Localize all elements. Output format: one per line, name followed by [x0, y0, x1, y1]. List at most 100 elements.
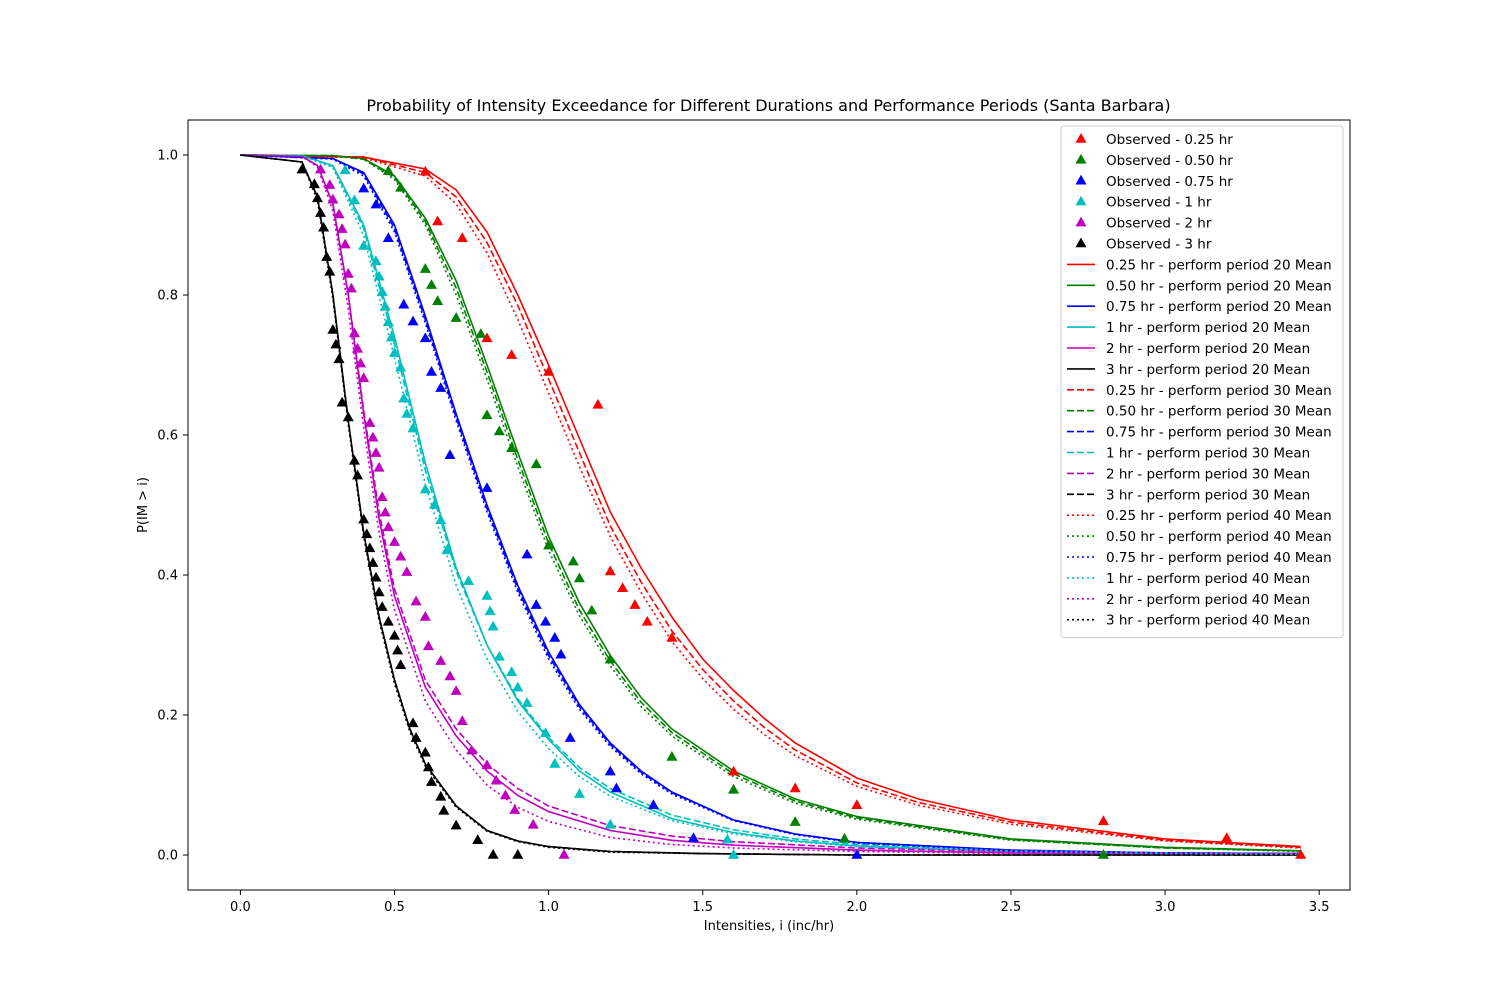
- observed-point-2-hr: [395, 550, 407, 561]
- observed-point-2-hr: [379, 506, 391, 517]
- observed-point-0-75-hr: [382, 232, 394, 243]
- observed-point-3-hr: [321, 251, 333, 261]
- legend-label: Observed - 0.75 hr: [1106, 174, 1233, 190]
- legend-label: 0.50 hr - perform period 20 Mean: [1106, 278, 1332, 294]
- observed-point-0-75-hr: [407, 315, 419, 326]
- observed-point-3-hr: [373, 586, 385, 597]
- observed-point-2-hr: [364, 417, 376, 427]
- observed-point-0-50-hr: [481, 409, 493, 420]
- observed-point-1-hr: [358, 240, 370, 250]
- observed-point-3-hr: [435, 790, 447, 801]
- series-line-1-hr-perform-period-40-mean: [240, 154, 1301, 856]
- observed-point-2-hr: [481, 759, 493, 770]
- observed-point-0-75-hr: [564, 732, 576, 742]
- observed-point-3-hr: [311, 192, 323, 203]
- observed-point-3-hr: [336, 396, 348, 407]
- observed-point-1-hr: [401, 408, 413, 418]
- observed-point-2-hr: [376, 491, 388, 502]
- observed-point-0-50-hr: [395, 181, 407, 192]
- observed-point-2-hr: [352, 342, 364, 353]
- observed-point-0-25-hr: [851, 799, 863, 810]
- observed-point-0-25-hr: [543, 366, 555, 376]
- observed-point-1-hr: [382, 316, 394, 327]
- observed-point-3-hr: [315, 207, 327, 217]
- legend-label: 0.75 hr - perform period 20 Mean: [1106, 299, 1332, 315]
- legend-label: 0.25 hr - perform period 20 Mean: [1106, 257, 1332, 273]
- observed-point-0-25-hr: [506, 349, 518, 359]
- series-line-0-50-hr-perform-period-20-mean: [240, 154, 1301, 852]
- observed-point-3-hr: [419, 746, 431, 757]
- observed-point-2-hr: [342, 268, 354, 278]
- observed-point-2-hr: [456, 715, 468, 726]
- observed-point-3-hr: [333, 353, 345, 364]
- observed-point-0-50-hr: [1097, 849, 1109, 859]
- observed-point-0-50-hr: [382, 165, 394, 175]
- observed-point-0-50-hr: [506, 442, 518, 453]
- observed-point-0-25-hr: [641, 615, 653, 626]
- observed-point-2-hr: [422, 640, 434, 651]
- observed-point-1-hr: [487, 620, 499, 631]
- series-line-0-75-hr-perform-period-30-mean: [240, 154, 1301, 855]
- observed-point-2-hr: [324, 179, 336, 189]
- observed-point-2-hr: [558, 849, 570, 859]
- observed-point-0-25-hr: [1295, 849, 1307, 859]
- x-axis-label: Intensities, i (inc/hr): [704, 919, 834, 934]
- legend-label: 3 hr - perform period 40 Mean: [1106, 613, 1310, 629]
- series-line-0-75-hr-perform-period-40-mean: [240, 154, 1301, 856]
- observed-point-3-hr: [512, 849, 524, 859]
- legend-marker: [1075, 216, 1087, 227]
- observed-point-1-hr: [429, 499, 441, 509]
- observed-point-0-50-hr: [432, 295, 444, 306]
- observed-point-0-50-hr: [419, 263, 431, 273]
- observed-point-2-hr: [345, 282, 357, 293]
- observed-point-2-hr: [466, 744, 478, 755]
- legend-label: 0.25 hr - perform period 30 Mean: [1106, 383, 1332, 399]
- observed-point-1-hr: [728, 849, 740, 859]
- observed-point-2-hr: [327, 193, 339, 204]
- observed-point-3-hr: [376, 601, 388, 611]
- observed-point-1-hr: [481, 590, 493, 600]
- observed-point-3-hr: [395, 659, 407, 670]
- observed-point-2-hr: [339, 238, 351, 249]
- observed-point-1-hr: [348, 194, 360, 205]
- observed-point-0-50-hr: [450, 312, 462, 322]
- observed-point-0-50-hr: [666, 751, 678, 761]
- legend-frame: [1060, 125, 1344, 639]
- lines-layer: [240, 154, 1301, 856]
- legend-label: 0.50 hr - perform period 40 Mean: [1106, 529, 1332, 545]
- observed-point-0-75-hr: [687, 832, 700, 842]
- plot-frame: [187, 119, 1351, 891]
- observed-point-2-hr: [348, 327, 360, 338]
- legend-label: 3 hr - perform period 30 Mean: [1106, 487, 1310, 503]
- observed-point-2-hr: [370, 447, 382, 457]
- observed-point-0-75-hr: [444, 449, 456, 460]
- observed-point-0-25-hr: [617, 582, 629, 593]
- observed-point-3-hr: [382, 615, 394, 626]
- observed-point-0-75-hr: [370, 198, 382, 209]
- observed-point-1-hr: [435, 514, 447, 525]
- observed-point-3-hr: [425, 776, 438, 786]
- observed-point-0-50-hr: [567, 555, 579, 566]
- observed-point-0-25-hr: [432, 215, 444, 226]
- observed-point-3-hr: [296, 163, 308, 174]
- observed-point-1-hr: [721, 833, 733, 844]
- observed-point-0-75-hr: [540, 615, 552, 626]
- observed-point-2-hr: [490, 774, 502, 785]
- observed-point-2-hr: [367, 431, 379, 442]
- observed-point-1-hr: [419, 483, 431, 494]
- observed-point-0-25-hr: [789, 782, 801, 793]
- observed-point-3-hr: [388, 629, 401, 640]
- y-tick-label: 0.2: [157, 709, 178, 724]
- observed-point-3-hr: [342, 411, 354, 422]
- axes-layer: 0.0 0.5 1.0 1.5 2.0 2.5 3.0 3.5 0.0 0.2 0.4 0.6 0.8 1…: [157, 149, 1329, 916]
- legend-label: 2 hr - perform period 40 Mean: [1106, 592, 1310, 608]
- observed-point-0-50-hr: [586, 604, 598, 615]
- observed-point-3-hr: [348, 454, 360, 465]
- observed-point-0-50-hr: [543, 539, 555, 550]
- series-line-0-50-hr-perform-period-30-mean: [240, 154, 1301, 852]
- observed-point-0-25-hr: [419, 165, 431, 176]
- observed-point-0-50-hr: [728, 783, 740, 794]
- observed-point-0-75-hr: [419, 332, 431, 343]
- observed-point-0-75-hr: [398, 298, 410, 309]
- observed-point-0-75-hr: [435, 382, 447, 392]
